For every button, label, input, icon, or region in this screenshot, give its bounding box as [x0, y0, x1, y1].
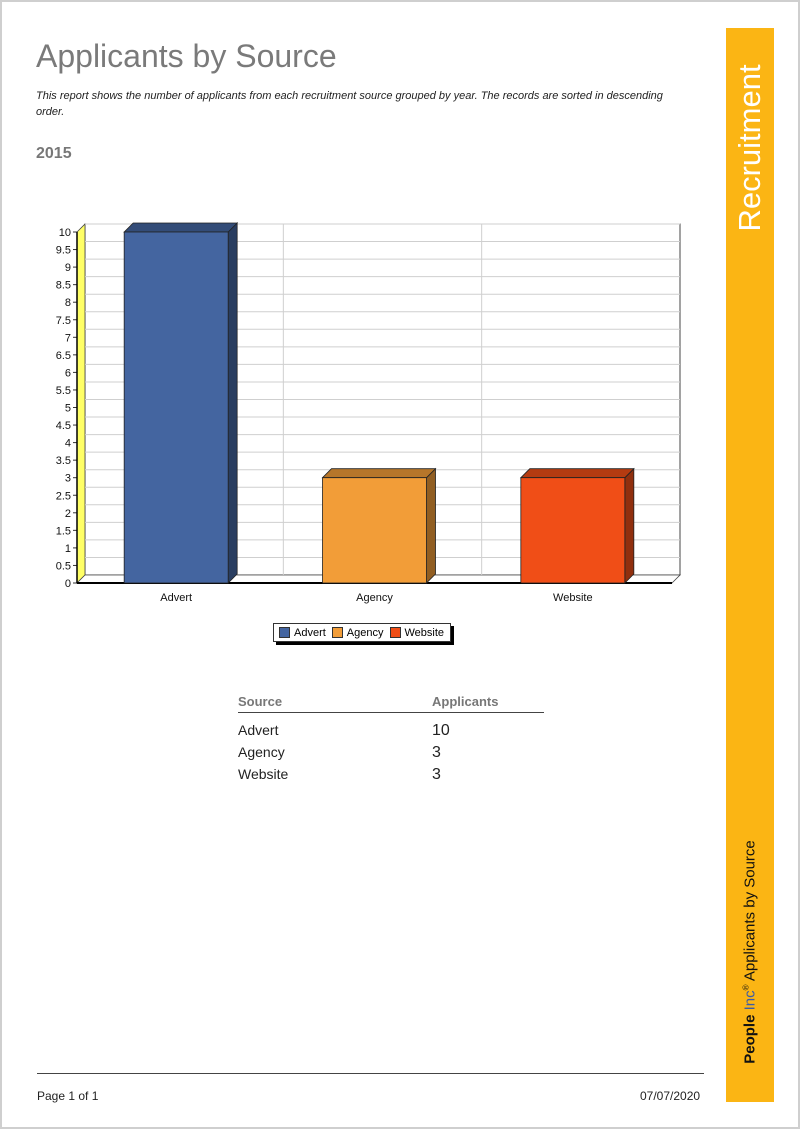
legend-swatch-advert: [279, 627, 290, 638]
cell-source: Website: [238, 766, 289, 782]
legend-swatch-website: [389, 627, 401, 638]
y-tick-label: 1: [65, 543, 71, 555]
legend-swatch-agency: [331, 627, 343, 638]
page-number: Page 1 of 1: [37, 1089, 99, 1103]
bar-side-advert: [227, 222, 238, 584]
sidebar-footer: People Inc® Applicants by Source: [726, 802, 774, 1102]
bar-side-website: [624, 467, 635, 584]
y-tick-label: 7: [65, 332, 71, 344]
y-tick-label: 0.5: [56, 560, 71, 572]
y-tick-label: 1.5: [56, 525, 71, 537]
bar-advert: [123, 231, 229, 584]
sidebar-title-text: Recruitment: [732, 64, 767, 232]
year-heading: 2015: [36, 145, 72, 162]
y-tick-label: 3.5: [56, 455, 71, 467]
y-tick-label: 3: [65, 473, 71, 485]
x-tick-label: Advert: [160, 592, 192, 604]
table-row: Advert 10: [238, 722, 544, 744]
legend-item-advert: Advert: [279, 627, 326, 639]
bar-website: [520, 477, 626, 584]
y-tick-label: 9.5: [56, 245, 71, 257]
y-tick-label: 5.5: [56, 385, 71, 397]
cell-source: Advert: [238, 722, 279, 738]
bar-agency: [322, 477, 427, 584]
y-tick-label: 8: [65, 297, 71, 309]
chart-legend: Advert Agency Website: [273, 623, 452, 642]
sidebar-title: Recruitment: [726, 28, 774, 268]
y-tick-label: 2.5: [56, 490, 71, 502]
cell-applicants: 3: [432, 766, 441, 783]
bar-side-agency: [426, 467, 436, 584]
bar-top-advert: [123, 222, 239, 233]
cell-source: Agency: [238, 744, 285, 760]
y-tick-label: 9: [65, 262, 71, 274]
sidebar-band: Recruitment People Inc® Applicants by So…: [726, 28, 774, 1102]
table-row: Website 3: [238, 766, 544, 788]
sidebar-report-name: Applicants by Source: [741, 840, 759, 982]
y-tick-label: 6.5: [56, 350, 71, 362]
report-title: Applicants by Source: [36, 38, 337, 74]
y-tick-label: 6: [65, 367, 71, 379]
x-tick-label: Website: [553, 592, 593, 604]
y-tick-label: 4.5: [56, 420, 71, 432]
applicants-table: Source Applicants Advert 10 Agency 3 Web…: [238, 694, 544, 788]
y-tick-label: 5: [65, 403, 71, 415]
table-header: Source Applicants: [238, 694, 544, 713]
report-date: 07/07/2020: [640, 1089, 701, 1103]
y-tick-label: 8.5: [56, 280, 71, 292]
table-row: Agency 3: [238, 744, 544, 766]
plot-side-wall: [76, 223, 86, 584]
legend-label-advert: Advert: [294, 626, 326, 639]
header-source: Source: [238, 694, 283, 709]
brand-registered: ®: [741, 984, 751, 991]
y-tick-label: 2: [65, 508, 71, 520]
legend-item-website: Website: [389, 626, 445, 639]
brand-people: People: [741, 1014, 759, 1064]
y-tick-label: 4: [65, 438, 71, 450]
brand-inc: Inc: [741, 990, 759, 1011]
header-applicants: Applicants: [432, 694, 499, 709]
footer-divider: [37, 1073, 704, 1074]
legend-label-agency: Agency: [346, 626, 384, 639]
cell-applicants: 3: [432, 744, 441, 761]
y-tick-label: 7.5: [56, 315, 71, 327]
cell-applicants: 10: [432, 722, 450, 739]
bar-top-website: [519, 468, 635, 479]
x-tick-label: Agency: [356, 592, 393, 604]
report-description: This report shows the number of applican…: [36, 90, 663, 118]
y-tick-label: 10: [59, 227, 71, 239]
bar-chart: 0 0.5 1 1.5 2 2.5 3 3.5 4 4.5 5 5.5 6 6.5 7 7.5 8 8.5 9 9.5…: [56, 222, 681, 604]
legend-item-agency: Agency: [331, 626, 384, 639]
y-tick-label: 0: [65, 578, 71, 590]
legend-label-website: Website: [404, 626, 445, 639]
sidebar-brand: People Inc® Applicants by Source: [742, 840, 759, 1064]
bar-top-agency: [321, 468, 437, 479]
